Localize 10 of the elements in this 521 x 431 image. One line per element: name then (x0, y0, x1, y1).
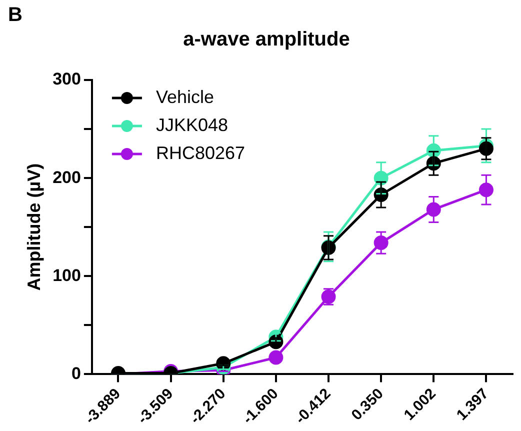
y-tick-label: 100 (52, 266, 81, 285)
y-axis-title: Amplitude (µV) (24, 163, 44, 291)
legend-label: Vehicle (156, 86, 214, 107)
y-tick-label: 200 (52, 168, 81, 187)
legend-label: JJKK048 (156, 114, 228, 135)
y-tick-label: 300 (52, 70, 81, 89)
chart-title: a-wave amplitude (183, 28, 350, 51)
y-tick-label: 0 (71, 364, 81, 383)
legend-label: RHC80267 (156, 142, 246, 163)
text: B (8, 4, 22, 27)
